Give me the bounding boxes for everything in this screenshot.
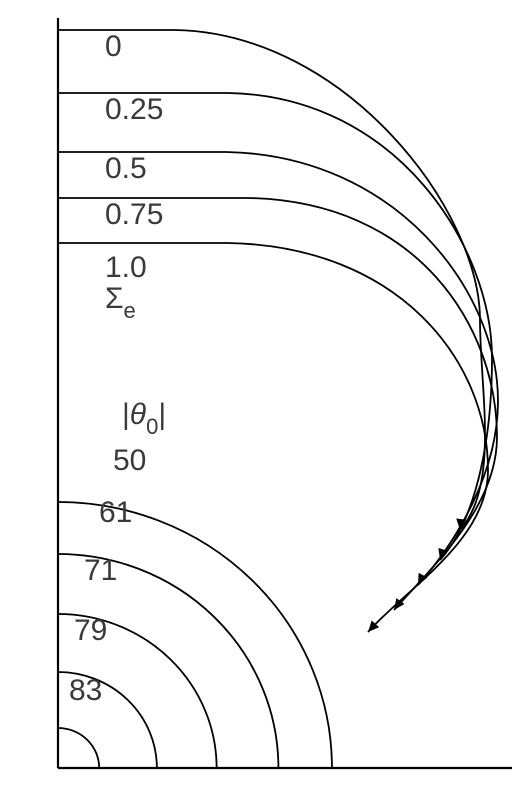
sigma-value-label: 1.0 (105, 251, 147, 284)
theta-value-label: 83 (69, 674, 102, 707)
sigma-e-label: Σe (105, 282, 136, 323)
sigma-value-label: 0.5 (105, 152, 147, 185)
theta-value-label: 50 (113, 444, 146, 477)
sigma-value-label: 0.25 (105, 93, 163, 126)
theta-value-label: 71 (84, 554, 117, 587)
sigma-value-label: 0 (105, 30, 122, 63)
theta-value-label: 79 (74, 614, 107, 647)
sigma-value-label: 0.75 (105, 198, 163, 231)
horizon-arc (58, 728, 99, 768)
theta0-label: |θ0| (122, 398, 166, 439)
theta-value-label: 61 (99, 496, 132, 529)
